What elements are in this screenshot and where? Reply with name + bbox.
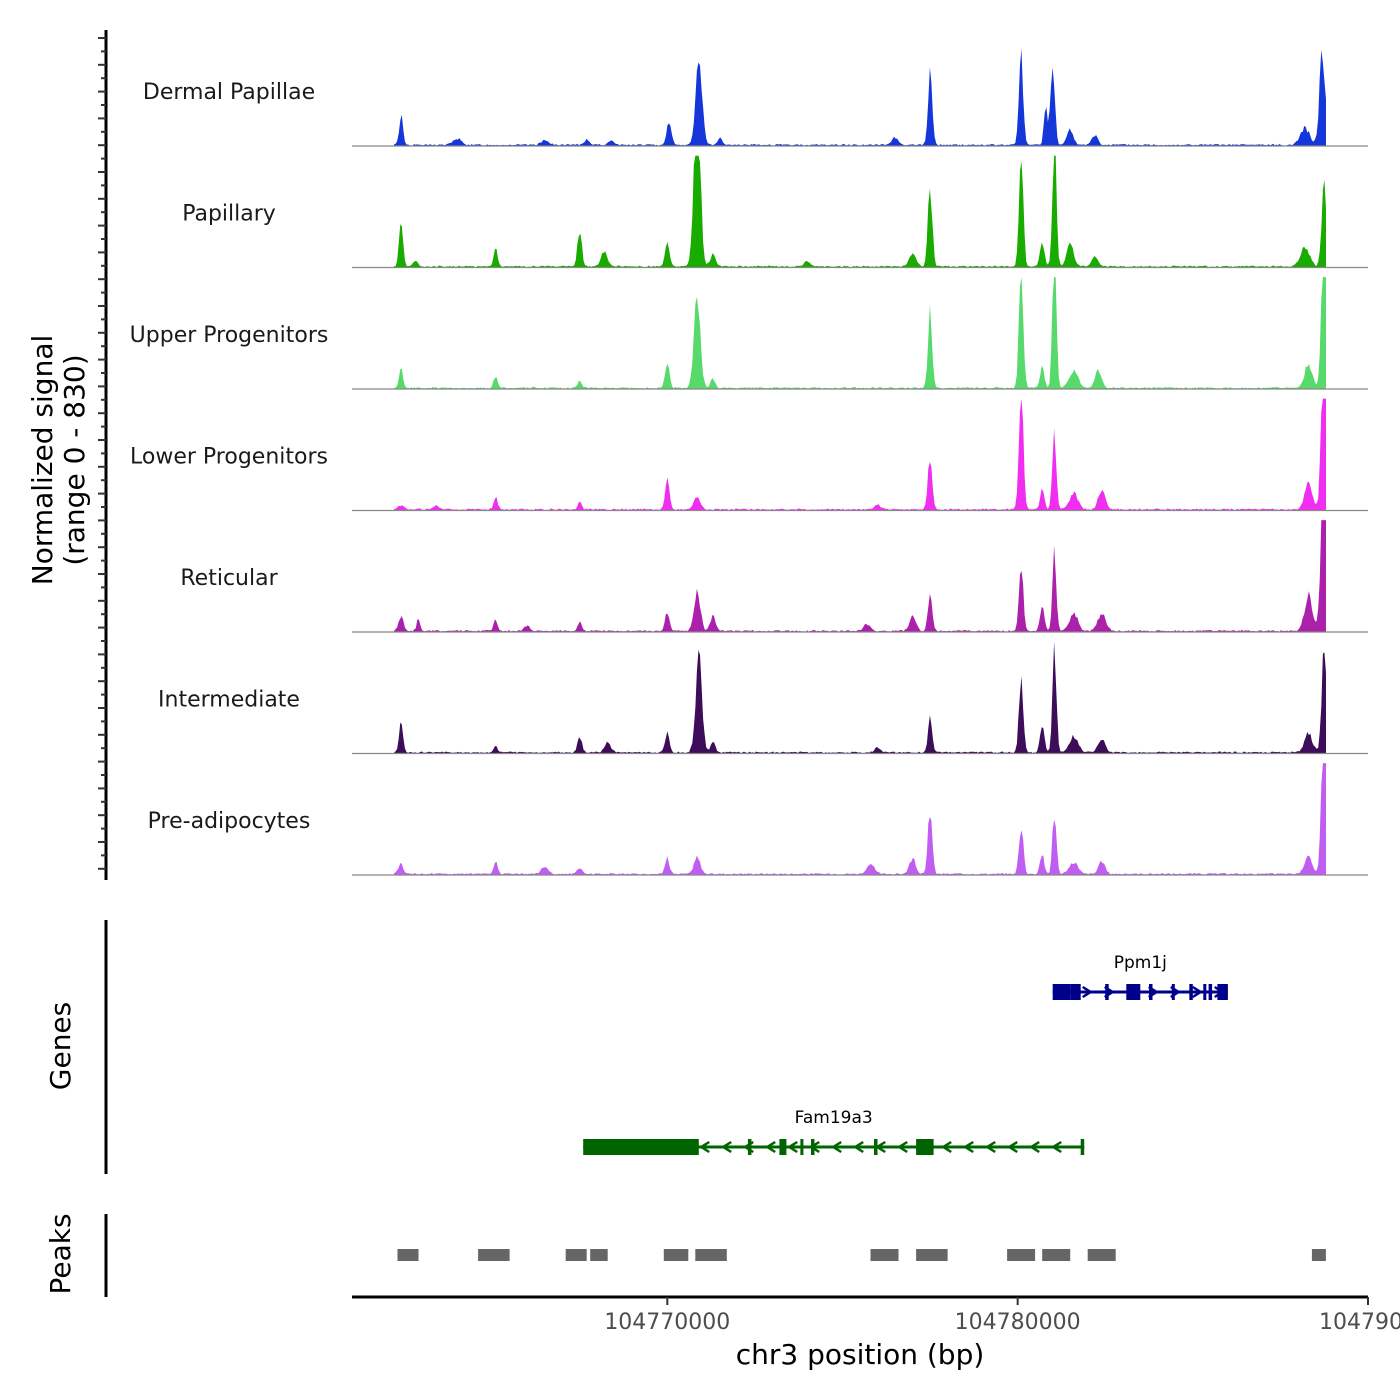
peak-region (1087, 1249, 1116, 1261)
exon (1189, 984, 1193, 1000)
strand-arrow (698, 1140, 710, 1154)
track-label: Upper Progenitors (130, 323, 329, 348)
track-upper-progenitors: Upper Progenitors (130, 277, 1368, 390)
signal-area (394, 520, 1326, 632)
strand-arrow (1006, 1140, 1018, 1154)
exon (1126, 984, 1141, 1000)
peak-region (870, 1249, 899, 1261)
exon (1208, 984, 1213, 1000)
strand-arrow (1082, 985, 1094, 999)
coverage-y-title-line1: Normalized signal (26, 335, 59, 586)
track-dermal-papillae: Dermal Papillae (143, 49, 1368, 147)
track-label: Intermediate (158, 688, 300, 713)
track-papillary: Papillary (182, 155, 1368, 269)
gene-label: Fam19a3 (795, 1108, 873, 1128)
signal-area (394, 641, 1326, 754)
exon (1171, 984, 1175, 1000)
peak-region (1042, 1249, 1071, 1261)
coverage-tracks: Dermal Papillae Papillary Upper Progenitor… (130, 49, 1368, 876)
exon (874, 1139, 878, 1155)
strand-arrow (1192, 985, 1204, 999)
peak-region (590, 1249, 608, 1261)
x-tick-label: 104770000 (604, 1310, 730, 1335)
peaks-y-axis-title: Peaks (44, 1213, 77, 1294)
peak-region (663, 1249, 689, 1261)
exon (1080, 1139, 1085, 1155)
strand-arrow (764, 1140, 776, 1154)
strand-arrow (1028, 1140, 1040, 1154)
track-intermediate: Intermediate (158, 641, 1368, 755)
track-label: Papillary (182, 202, 276, 227)
peak-regions (397, 1249, 1326, 1261)
peak-region (565, 1249, 587, 1261)
signal-area (394, 277, 1326, 389)
gene-label: Ppm1j (1114, 953, 1167, 973)
strand-arrow (852, 1140, 864, 1154)
exon (1070, 984, 1081, 1000)
exon (800, 1139, 804, 1155)
track-label: Pre-adipocytes (148, 809, 311, 834)
strand-arrow (940, 1140, 952, 1154)
x-axis-ticks: 104770000 104780000 1047900 (604, 1297, 1400, 1335)
peak-region (1311, 1249, 1326, 1261)
exon (1105, 984, 1109, 1000)
exon (1149, 984, 1153, 1000)
strand-arrow (1050, 1140, 1062, 1154)
track-label: Reticular (180, 566, 278, 591)
strand-arrow (984, 1140, 996, 1154)
exon (779, 1139, 787, 1155)
strand-arrow (962, 1140, 974, 1154)
track-label: Lower Progenitors (130, 445, 328, 470)
track-lower-progenitors: Lower Progenitors (130, 398, 1368, 512)
peak-region (916, 1249, 948, 1261)
exon (811, 1139, 815, 1155)
strand-arrow (720, 1140, 732, 1154)
x-axis-title: chr3 position (bp) (736, 1338, 985, 1371)
signal-area (394, 398, 1326, 511)
x-tick-label: 1047900 (1319, 1310, 1400, 1335)
signal-area (394, 155, 1326, 268)
gene-fam19a3: Fam19a3 (583, 1108, 1085, 1155)
gene-annotations: Ppm1j Fam19a3 (583, 953, 1228, 1155)
exon (1203, 984, 1207, 1000)
x-tick-label: 104780000 (955, 1310, 1081, 1335)
exon (916, 1139, 934, 1155)
peak-region (478, 1249, 510, 1261)
genes-y-axis-title: Genes (44, 1002, 77, 1090)
peak-region (695, 1249, 727, 1261)
coverage-y-ticks (98, 37, 106, 870)
signal-area (394, 49, 1326, 146)
gene-ppm1j: Ppm1j (1052, 953, 1228, 1000)
coverage-y-title-line2: (range 0 - 830) (58, 354, 91, 565)
strand-arrow (786, 1140, 798, 1154)
coverage-y-axis-title: Normalized signal (range 0 - 830) (26, 335, 91, 586)
track-pre-adipocytes: Pre-adipocytes (148, 763, 1368, 876)
peak-region (1007, 1249, 1036, 1261)
exon (747, 1139, 752, 1155)
track-reticular: Reticular (180, 520, 1368, 633)
exon (1052, 984, 1071, 1000)
exon (1217, 984, 1228, 1000)
strand-arrow (830, 1140, 842, 1154)
track-label: Dermal Papillae (143, 80, 315, 105)
peak-region (397, 1249, 419, 1261)
strand-arrow (896, 1140, 908, 1154)
exon (583, 1139, 699, 1155)
signal-area (394, 763, 1326, 875)
